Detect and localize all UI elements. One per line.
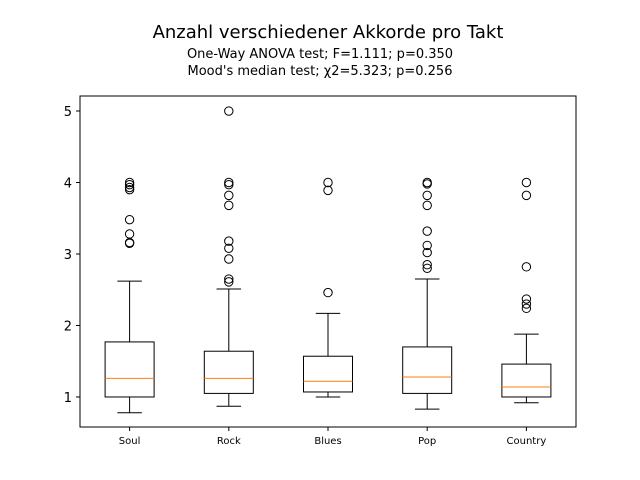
box-iqr <box>203 350 254 394</box>
outlier-point <box>521 190 532 201</box>
outlier-point <box>224 177 234 188</box>
outlier-point <box>422 179 432 189</box>
x-tick-label: Soul <box>119 436 141 447</box>
outlier-point <box>521 177 532 188</box>
outlier-point <box>422 240 432 251</box>
outlier-point <box>323 177 333 188</box>
outlier-point <box>124 214 135 225</box>
chart-subtitle-anova: One-Way ANOVA test; F=1.111; p=0.350 <box>187 47 453 62</box>
outlier-point <box>422 263 432 273</box>
box-iqr <box>402 346 453 394</box>
box-iqr <box>303 355 353 393</box>
outlier-point <box>224 277 234 287</box>
y-tick-label: 1 <box>64 391 72 406</box>
x-tick-label: Country <box>507 436 547 447</box>
outlier-point <box>521 303 532 314</box>
chart-subtitle-mood: Mood's median test; χ2=5.323; p=0.256 <box>188 64 453 79</box>
outlier-point <box>224 243 234 253</box>
outlier-point <box>521 294 532 304</box>
box-iqr <box>104 341 155 398</box>
x-tick-label: Blues <box>314 436 341 447</box>
outlier-point <box>224 236 234 246</box>
outlier-point <box>224 106 234 116</box>
x-tick-label: Rock <box>217 436 241 447</box>
outlier-point <box>124 238 135 248</box>
outlier-point <box>422 226 432 236</box>
y-tick-label: 5 <box>64 105 72 120</box>
outlier-point <box>124 182 135 193</box>
outlier-point <box>224 254 234 264</box>
outlier-point <box>224 179 234 190</box>
x-tick-label: Pop <box>418 436 436 447</box>
outlier-point <box>124 184 135 195</box>
outlier-point <box>124 177 135 188</box>
outlier-point <box>224 274 234 284</box>
outlier-point <box>323 287 333 298</box>
outlier-point <box>323 185 333 196</box>
outlier-point <box>521 262 532 272</box>
outlier-point <box>124 179 135 190</box>
outlier-point <box>224 190 234 201</box>
outlier-point <box>224 200 234 211</box>
y-tick-label: 4 <box>64 177 72 192</box>
outlier-point <box>521 299 532 309</box>
outlier-point <box>124 229 135 239</box>
y-tick-label: 2 <box>64 319 72 334</box>
outlier-point <box>422 260 432 270</box>
y-tick-label: 3 <box>64 248 72 263</box>
box-iqr <box>501 363 552 398</box>
outlier-point <box>422 190 432 201</box>
plot-area: 1 2 3 4 5 Soul Rock Blues Pop Country <box>64 95 577 447</box>
outlier-point <box>422 200 432 211</box>
outlier-point <box>422 247 432 258</box>
chart-title: Anzahl verschiedener Akkorde pro Takt <box>153 22 504 43</box>
